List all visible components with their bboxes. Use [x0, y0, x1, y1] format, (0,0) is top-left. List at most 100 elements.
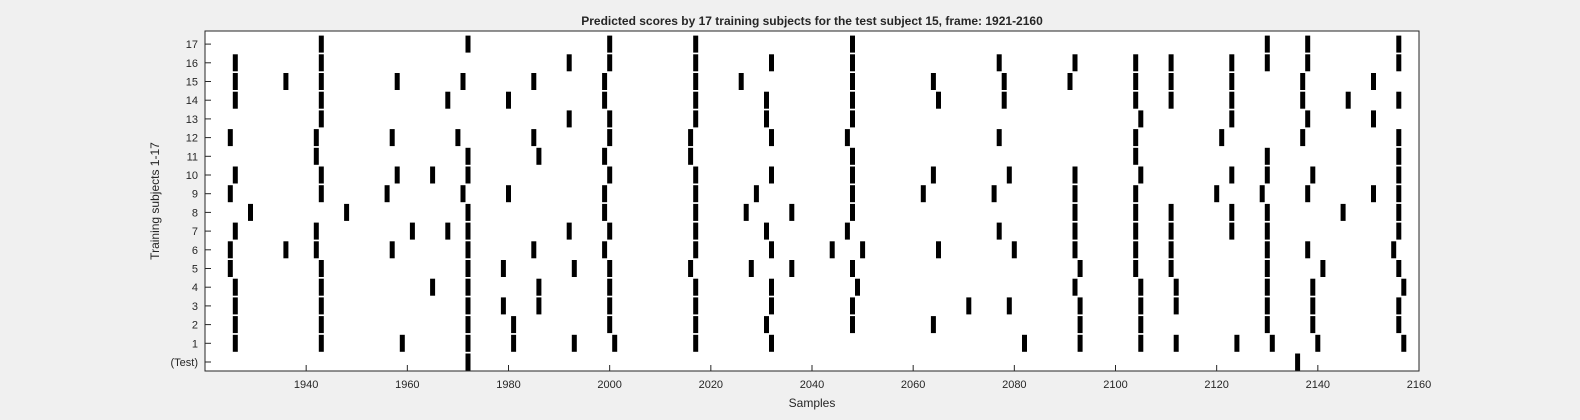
data-mark [1138, 110, 1144, 128]
data-mark [1396, 54, 1402, 72]
data-mark [536, 297, 542, 315]
data-mark [936, 241, 941, 259]
data-mark [850, 260, 855, 277]
x-tick-label: 2040 [800, 379, 824, 391]
data-mark [1396, 166, 1402, 184]
data-mark [465, 297, 471, 315]
data-mark [693, 203, 699, 221]
data-mark [936, 91, 941, 109]
data-mark [693, 73, 699, 90]
data-mark [1006, 166, 1012, 184]
data-mark [850, 110, 855, 128]
data-mark [930, 73, 936, 90]
data-mark [465, 316, 471, 334]
data-mark [465, 260, 471, 277]
data-mark [769, 334, 774, 352]
data-mark [607, 297, 613, 315]
y-tick-label: 14 [186, 95, 198, 107]
data-mark [996, 54, 1002, 72]
data-mark [313, 129, 319, 147]
data-mark [1072, 166, 1078, 184]
data-mark [1396, 129, 1402, 147]
data-mark [566, 222, 572, 240]
y-tick-label: 16 [186, 58, 198, 70]
data-mark [1133, 129, 1139, 147]
data-mark [1264, 166, 1270, 184]
data-mark [1001, 73, 1007, 90]
data-mark [536, 147, 542, 165]
data-mark [1168, 260, 1174, 277]
data-mark [602, 241, 608, 259]
x-tick-label: 2080 [1002, 379, 1026, 391]
data-mark [764, 222, 769, 240]
data-mark [232, 166, 238, 184]
data-mark [1300, 91, 1306, 109]
data-mark [506, 185, 511, 203]
data-mark [860, 241, 866, 259]
data-mark [430, 166, 436, 184]
data-mark [607, 222, 613, 240]
data-mark [227, 129, 233, 147]
x-tick-label: 1940 [294, 379, 318, 391]
data-mark [313, 147, 319, 165]
y-tick-label: 11 [187, 151, 198, 163]
data-mark [1133, 185, 1139, 203]
data-mark [232, 278, 238, 296]
data-mark [1067, 73, 1073, 90]
data-mark [1229, 222, 1235, 240]
data-mark [1264, 278, 1270, 296]
y-tick-label: 1 [192, 338, 198, 350]
data-mark [602, 91, 608, 109]
y-tick-label: 17 [186, 39, 198, 51]
x-tick-label: 2140 [1306, 379, 1330, 391]
data-mark [688, 260, 694, 277]
data-mark [232, 91, 238, 109]
data-mark [500, 260, 506, 277]
data-mark [313, 222, 319, 240]
data-mark [1138, 278, 1144, 296]
data-mark [607, 35, 613, 53]
data-mark [850, 54, 855, 72]
data-mark [465, 241, 471, 259]
y-tick-label: 7 [192, 226, 198, 238]
data-mark [1077, 334, 1083, 352]
data-mark [1396, 297, 1402, 315]
data-mark [1133, 91, 1139, 109]
data-mark [1022, 334, 1027, 352]
data-mark [1133, 241, 1139, 259]
data-mark [693, 241, 699, 259]
data-mark [1173, 278, 1179, 296]
data-mark [1229, 110, 1235, 128]
data-mark [1300, 129, 1306, 147]
data-mark [232, 54, 238, 72]
data-mark [1168, 54, 1174, 72]
data-mark [1229, 166, 1235, 184]
data-mark [232, 334, 238, 352]
data-mark [1168, 222, 1174, 240]
y-tick-label: 6 [192, 245, 198, 257]
data-mark [1077, 260, 1083, 277]
data-mark [409, 222, 415, 240]
data-mark [738, 73, 744, 90]
data-mark [389, 241, 395, 259]
x-tick-label: 2120 [1204, 379, 1228, 391]
data-mark [1396, 260, 1402, 277]
data-mark [536, 278, 542, 296]
data-mark [1234, 334, 1240, 352]
data-mark [465, 278, 471, 296]
data-mark [1168, 241, 1174, 259]
data-mark [1264, 54, 1270, 72]
data-mark [506, 91, 511, 109]
data-mark [318, 110, 324, 128]
data-mark [1077, 297, 1083, 315]
data-mark [693, 35, 699, 53]
data-mark [1229, 54, 1235, 72]
data-mark [1396, 35, 1402, 53]
data-mark [693, 110, 699, 128]
data-mark [1072, 203, 1078, 221]
data-mark [1396, 185, 1402, 203]
data-mark [769, 166, 774, 184]
data-mark [1168, 91, 1174, 109]
x-tick-label: 2000 [597, 379, 621, 391]
